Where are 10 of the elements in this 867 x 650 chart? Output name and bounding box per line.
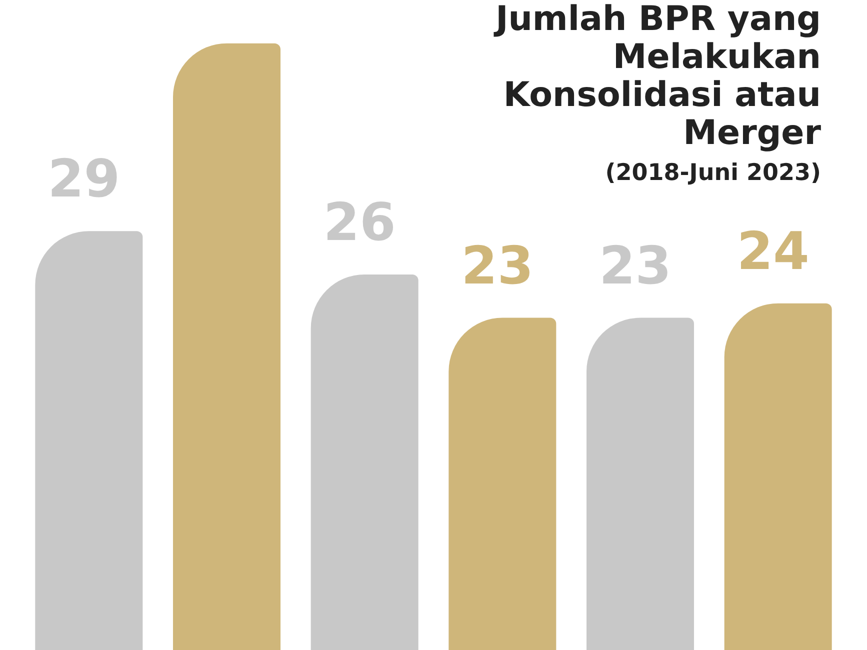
text: (2018-Juni 2023): [604, 160, 821, 186]
bar: [35, 231, 143, 650]
data-label: 24: [736, 222, 810, 282]
data-label: 23: [461, 236, 534, 296]
bar: [310, 274, 418, 650]
bar: [448, 318, 556, 650]
chart-title: Jumlah BPR yang Melakukan Konsolidasi atau Merger: [492, 0, 821, 153]
bar: [172, 43, 281, 650]
bar: [586, 318, 694, 650]
bar: [724, 303, 832, 650]
